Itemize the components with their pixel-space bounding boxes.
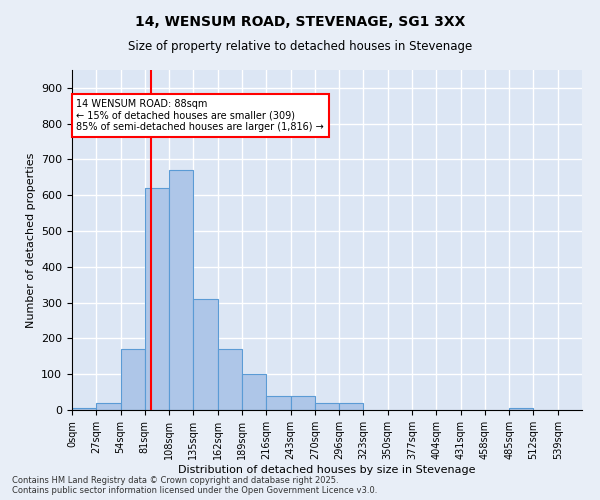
Bar: [121, 349, 145, 410]
X-axis label: Distribution of detached houses by size in Stevenage: Distribution of detached houses by size …: [178, 464, 476, 474]
Bar: [315, 403, 339, 410]
Bar: [145, 188, 169, 410]
Bar: [169, 170, 193, 410]
Bar: [339, 403, 364, 410]
Bar: [72, 408, 96, 410]
Bar: [242, 374, 266, 410]
Text: 14 WENSUM ROAD: 88sqm
← 15% of detached houses are smaller (309)
85% of semi-det: 14 WENSUM ROAD: 88sqm ← 15% of detached …: [76, 98, 324, 132]
Text: Contains HM Land Registry data © Crown copyright and database right 2025.
Contai: Contains HM Land Registry data © Crown c…: [12, 476, 377, 495]
Bar: [509, 408, 533, 410]
Bar: [266, 396, 290, 410]
Bar: [193, 299, 218, 410]
Bar: [290, 396, 315, 410]
Bar: [218, 349, 242, 410]
Text: 14, WENSUM ROAD, STEVENAGE, SG1 3XX: 14, WENSUM ROAD, STEVENAGE, SG1 3XX: [135, 15, 465, 29]
Bar: [96, 403, 121, 410]
Text: Size of property relative to detached houses in Stevenage: Size of property relative to detached ho…: [128, 40, 472, 53]
Y-axis label: Number of detached properties: Number of detached properties: [26, 152, 35, 328]
